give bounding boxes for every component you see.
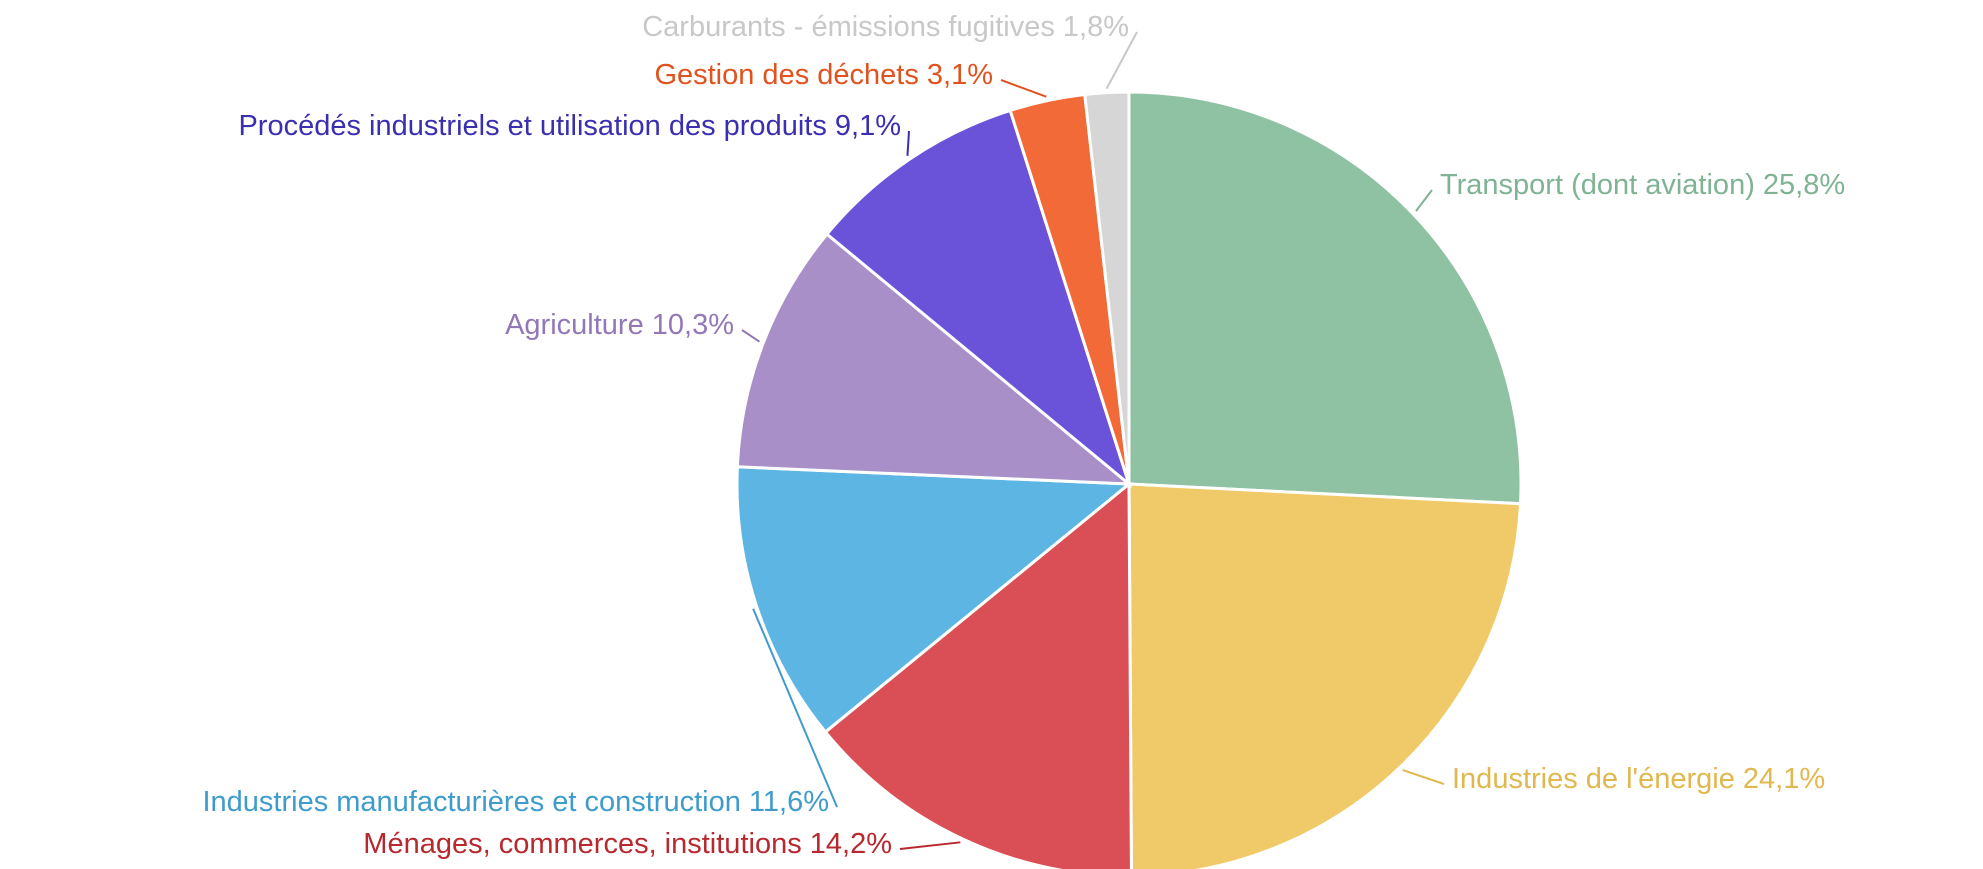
slice-label: Transport (dont aviation) 25,8%: [1440, 169, 1845, 201]
pie-slice: [1127, 482, 1523, 869]
slice-label: Industries manufacturières et constructi…: [202, 786, 829, 818]
slice-label: Industries de l'énergie 24,1%: [1452, 763, 1825, 795]
category-label: Gestion des déchets: [654, 59, 918, 91]
category-label: Transport (dont aviation): [1440, 169, 1755, 201]
leader-line: [1105, 31, 1138, 90]
pie-slice: [1083, 90, 1131, 485]
category-label: Ménages, commerces, institutions: [363, 828, 801, 860]
value-label: 24,1%: [1743, 763, 1825, 795]
slice-label: Procédés industriels et utilisation des …: [238, 110, 901, 142]
category-label: Carburants - émissions fugitives: [642, 11, 1055, 43]
slice-label: Agriculture 10,3%: [505, 309, 734, 341]
leader-line: [906, 130, 910, 156]
value-label: 10,3%: [652, 309, 734, 341]
category-label: Procédés industriels et utilisation des …: [238, 110, 826, 142]
leader-line: [1402, 769, 1445, 785]
leader-line: [741, 329, 761, 343]
slice-label: Gestion des déchets 3,1%: [654, 59, 993, 91]
pie-slice: [824, 108, 1132, 489]
leader-line: [752, 608, 838, 808]
pie-slice: [1127, 90, 1523, 506]
pie-slice: [735, 232, 1134, 486]
value-label: 14,2%: [810, 828, 892, 860]
value-label: 25,8%: [1763, 169, 1845, 201]
slice-label: Carburants - émissions fugitives 1,8%: [642, 11, 1129, 43]
value-label: 1,8%: [1063, 11, 1129, 43]
leader-line: [1415, 189, 1433, 212]
value-label: 3,1%: [927, 59, 993, 91]
value-label: 9,1%: [835, 110, 901, 142]
slice-label: Ménages, commerces, institutions 14,2%: [363, 828, 892, 860]
category-label: Industries de l'énergie: [1452, 763, 1735, 795]
pie-slice: [823, 480, 1133, 869]
leader-line: [899, 841, 961, 850]
category-label: Industries manufacturières et constructi…: [202, 786, 740, 818]
leader-line: [1000, 79, 1047, 98]
pie-slice: [735, 465, 1133, 735]
value-label: 11,6%: [749, 786, 829, 818]
category-label: Agriculture: [505, 309, 644, 341]
